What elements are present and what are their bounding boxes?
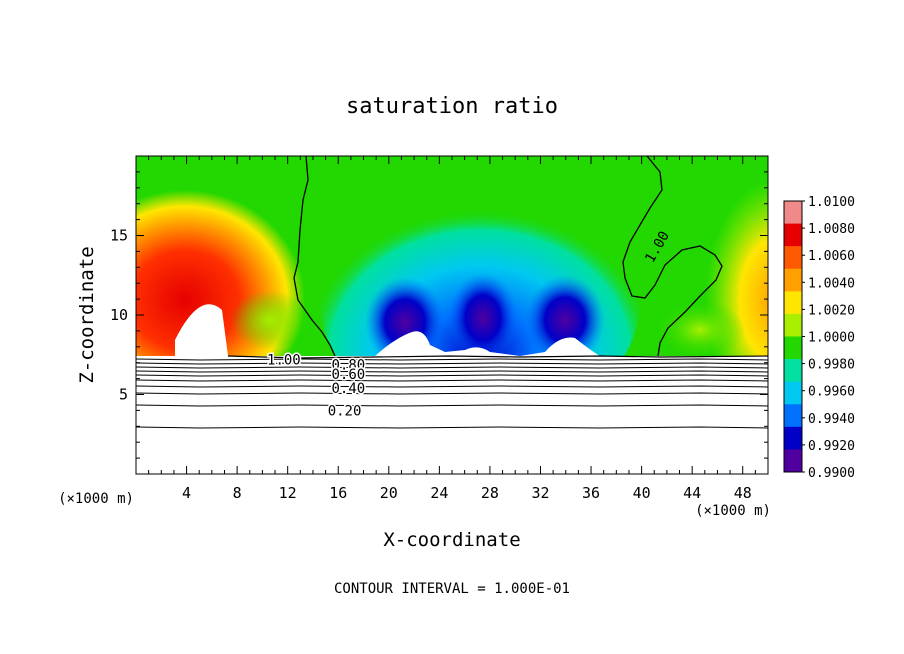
x-tick-label: 16 bbox=[329, 484, 347, 502]
x-axis-label: X-coordinate bbox=[383, 529, 520, 551]
x-tick-label: 32 bbox=[531, 484, 549, 502]
colorbar-label: 1.0020 bbox=[808, 303, 855, 318]
mid-light-green bbox=[230, 290, 310, 350]
colorbar-swatch bbox=[784, 381, 802, 405]
colorbar-swatch bbox=[784, 426, 802, 450]
y-tick-label: 5 bbox=[119, 386, 128, 404]
x-tick-label: 12 bbox=[279, 484, 297, 502]
colorbar-label: 1.0080 bbox=[808, 222, 855, 237]
y-axis-label: Z-coordinate bbox=[76, 246, 98, 383]
colorbar-swatch bbox=[784, 223, 802, 247]
colorbar-swatch bbox=[784, 201, 802, 224]
colorbar-swatch bbox=[784, 268, 802, 292]
chart-title: saturation ratio bbox=[346, 94, 558, 119]
colorbar-swatch bbox=[784, 404, 802, 428]
contour-label: 0.40 bbox=[331, 381, 365, 397]
cool-core-2 bbox=[448, 273, 518, 363]
contour-interval-note: CONTOUR INTERVAL = 1.000E-01 bbox=[334, 581, 570, 597]
colorbar-swatch bbox=[784, 336, 802, 360]
cool-core-3 bbox=[525, 275, 605, 365]
y-tick-label: 10 bbox=[110, 306, 128, 324]
x-tick-label: 20 bbox=[380, 484, 398, 502]
colorbar-label: 1.0040 bbox=[808, 276, 855, 291]
right-light-green bbox=[655, 300, 745, 360]
x-tick-label: 8 bbox=[233, 484, 242, 502]
x-unit-left: (×1000 m) bbox=[58, 491, 134, 507]
y-tick-label: 15 bbox=[110, 227, 128, 245]
x-unit-right: (×1000 m) bbox=[695, 503, 771, 519]
contour-label: 0.80 bbox=[331, 357, 365, 373]
colorbar-swatch bbox=[784, 291, 802, 315]
colorbar-label: 0.9980 bbox=[808, 358, 855, 373]
colorbar-label: 1.0060 bbox=[808, 249, 855, 264]
x-tick-label: 24 bbox=[430, 484, 448, 502]
contour-label: 0.60 bbox=[331, 367, 365, 383]
white-mask-bottom bbox=[136, 304, 768, 474]
x-tick-label: 28 bbox=[481, 484, 499, 502]
plot-field bbox=[136, 156, 768, 474]
colorbar-swatch bbox=[784, 313, 802, 337]
colorbar-label: 0.9900 bbox=[808, 466, 855, 481]
colorbar-label: 0.9940 bbox=[808, 412, 855, 427]
x-tick-label: 48 bbox=[734, 484, 752, 502]
low-level-contours bbox=[136, 358, 768, 429]
colorbar-swatch bbox=[784, 359, 802, 382]
colorbar: 1.0100 1.0080 1.0060 1.0040 1.0020 1.0000 0.99… bbox=[783, 195, 855, 481]
colorbar-swatch bbox=[784, 246, 802, 270]
x-tick-label: 40 bbox=[633, 484, 651, 502]
colorbar-label: 1.0000 bbox=[808, 331, 855, 346]
colorbar-label: 1.0100 bbox=[808, 195, 855, 210]
contour-line-1.00-right bbox=[622, 156, 723, 357]
contour-line-near-surface bbox=[227, 355, 768, 359]
contour-label: 0.20 bbox=[328, 403, 362, 419]
colorbar-label: 0.9920 bbox=[808, 439, 855, 454]
x-tick-label: 4 bbox=[182, 484, 191, 502]
colorbar-label: 0.9960 bbox=[808, 385, 855, 400]
contour-line-1.00-left bbox=[293, 156, 336, 357]
contour-label: 1.00 bbox=[267, 353, 301, 369]
x-tick-label: 36 bbox=[582, 484, 600, 502]
colorbar-swatch bbox=[784, 449, 802, 473]
x-tick-label: 44 bbox=[683, 484, 701, 502]
